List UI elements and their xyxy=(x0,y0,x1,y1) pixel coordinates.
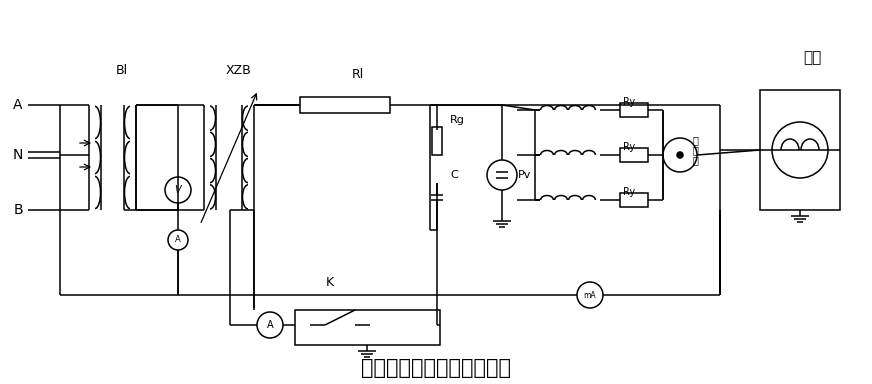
Bar xyxy=(432,127,442,155)
Circle shape xyxy=(677,152,683,158)
Circle shape xyxy=(577,282,603,308)
Text: 水: 水 xyxy=(692,145,698,155)
Bar xyxy=(300,97,390,113)
Bar xyxy=(620,103,648,117)
Text: B: B xyxy=(13,203,23,217)
Text: Ry: Ry xyxy=(623,142,635,152)
Text: V: V xyxy=(174,185,181,195)
Text: A: A xyxy=(13,98,23,112)
Text: Ry: Ry xyxy=(623,97,635,107)
Text: C: C xyxy=(450,170,458,180)
Text: 管: 管 xyxy=(692,155,698,165)
Circle shape xyxy=(257,312,283,338)
Text: mA: mA xyxy=(583,291,596,300)
Text: Rl: Rl xyxy=(352,68,364,81)
Text: A: A xyxy=(175,235,181,245)
Text: Rg: Rg xyxy=(450,115,465,125)
Text: 发电机交流耐压试验接线图: 发电机交流耐压试验接线图 xyxy=(361,358,511,378)
Text: Bl: Bl xyxy=(116,63,128,76)
Circle shape xyxy=(165,177,191,203)
Text: 汇: 汇 xyxy=(692,135,698,145)
Bar xyxy=(295,310,440,345)
Text: N: N xyxy=(13,148,24,162)
Text: Ry: Ry xyxy=(623,187,635,197)
Text: XZB: XZB xyxy=(225,63,251,76)
Circle shape xyxy=(168,230,188,250)
Circle shape xyxy=(772,122,828,178)
Text: A: A xyxy=(267,320,273,330)
Circle shape xyxy=(663,138,697,172)
Bar xyxy=(620,193,648,207)
Text: Pv: Pv xyxy=(518,170,531,180)
Bar xyxy=(620,148,648,162)
Bar xyxy=(760,90,840,210)
Text: 转子: 转子 xyxy=(803,51,821,66)
Circle shape xyxy=(487,160,517,190)
Text: K: K xyxy=(326,276,334,290)
